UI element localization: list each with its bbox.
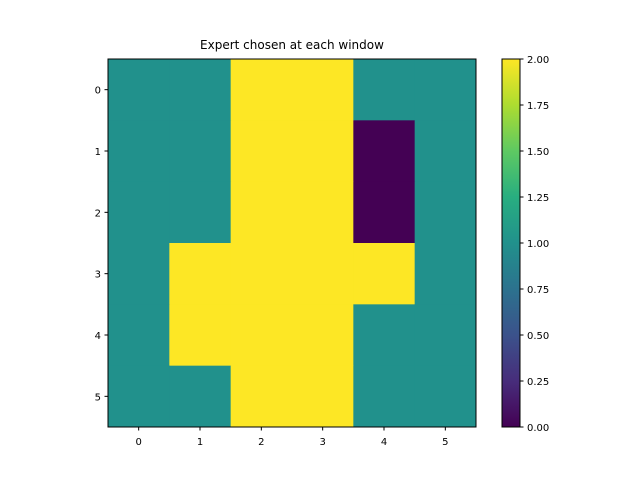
heatmap-cell <box>169 243 232 305</box>
heatmap-cell <box>230 181 293 244</box>
heatmap-cell <box>292 365 354 428</box>
x-axis: 0 1 2 3 4 5 <box>135 427 449 448</box>
heatmap-cell <box>292 243 354 305</box>
heatmap-cell <box>169 304 232 367</box>
heatmap-cell <box>230 365 293 428</box>
colorbar-axis: 0.00 0.25 0.50 0.75 1.00 1.25 1.50 1.75 2.00 <box>520 55 549 434</box>
heatmap-cell <box>230 59 293 121</box>
y-tick-label: 0 <box>95 86 101 97</box>
heatmap-cells <box>108 59 477 428</box>
heatmap-cell <box>230 120 293 183</box>
x-tick-label: 1 <box>197 437 203 448</box>
y-axis: 0 1 2 3 4 5 <box>95 86 108 403</box>
heatmap-cell <box>353 59 416 121</box>
heatmap-cell <box>108 243 170 305</box>
heatmap-cell <box>169 181 232 244</box>
heatmap-cell <box>108 304 170 367</box>
colorbar-tick-label: 0.25 <box>527 377 549 388</box>
heatmap-cell <box>169 365 232 428</box>
x-tick-label: 0 <box>135 437 141 448</box>
colorbar-tick-label: 1.00 <box>527 239 549 250</box>
heatmap-cell <box>292 181 354 244</box>
chart-title: Expert chosen at each window <box>200 38 384 52</box>
heatmap-cell <box>353 243 416 305</box>
heatmap-cell <box>292 304 354 367</box>
heatmap-cell <box>414 243 477 305</box>
heatmap-cell <box>414 181 477 244</box>
x-tick-label: 4 <box>381 437 387 448</box>
heatmap-cell <box>353 365 416 428</box>
heatmap-cell <box>292 59 354 121</box>
colorbar-tick-label: 1.75 <box>527 101 549 112</box>
heatmap-cell <box>414 59 477 121</box>
x-tick-label: 2 <box>258 437 264 448</box>
heatmap-cell <box>292 120 354 183</box>
heatmap-cell <box>108 59 170 121</box>
colorbar-tick-label: 0.75 <box>527 285 549 296</box>
heatmap-cell <box>169 120 232 183</box>
colorbar-tick-label: 2.00 <box>527 55 549 66</box>
y-tick-label: 5 <box>95 392 101 403</box>
colorbar-tick-label: 0.50 <box>527 331 549 342</box>
y-tick-label: 4 <box>95 331 101 342</box>
heatmap-cell <box>414 365 477 428</box>
plot-frame <box>107 58 477 428</box>
x-tick-label: 5 <box>442 437 448 448</box>
colorbar-tick-label: 0.00 <box>527 423 549 434</box>
heatmap-cell <box>108 120 170 183</box>
heatmap-cell <box>353 120 416 183</box>
heatmap-cell <box>414 120 477 183</box>
heatmap-cell <box>108 365 170 428</box>
y-tick-label: 2 <box>95 208 101 219</box>
colorbar-tick-label: 1.50 <box>527 147 549 158</box>
heatmap-cell <box>169 59 232 121</box>
heatmap-cell <box>414 304 477 367</box>
colorbar-tick-label: 1.25 <box>527 193 549 204</box>
heatmap-cell <box>108 181 170 244</box>
heatmap-cell <box>230 304 293 367</box>
colorbar-gradient <box>502 59 520 427</box>
x-tick-label: 3 <box>319 437 325 448</box>
heatmap-cell <box>353 304 416 367</box>
heatmap-cell <box>230 243 293 305</box>
y-tick-label: 3 <box>95 270 101 281</box>
heatmap-cell <box>353 181 416 244</box>
y-tick-label: 1 <box>95 147 101 158</box>
